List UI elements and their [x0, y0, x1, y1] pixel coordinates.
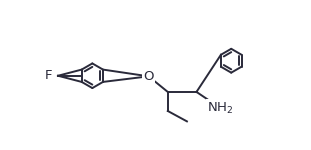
Text: F: F [45, 69, 53, 82]
Text: O: O [143, 70, 154, 83]
Text: NH$_2$: NH$_2$ [207, 100, 234, 116]
